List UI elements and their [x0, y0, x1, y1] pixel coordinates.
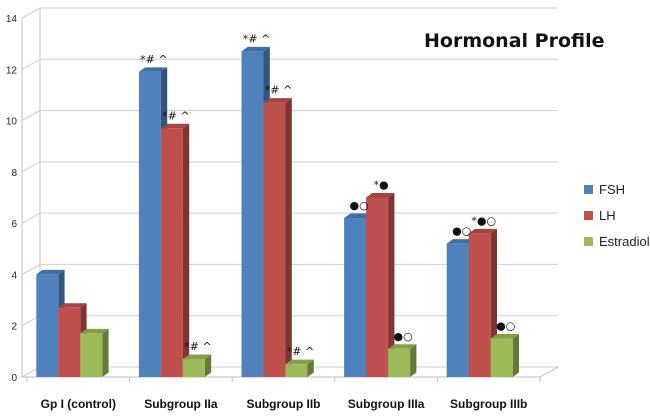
bar-lh-3-top — [366, 193, 395, 198]
bar-estradiol-1-front — [182, 359, 205, 377]
significance-annotation: *# ^ — [140, 53, 167, 66]
bar-lh-0-top — [58, 303, 87, 308]
bar-lh-0-front — [58, 307, 81, 377]
legend-swatch-lh — [584, 210, 593, 220]
y-tick-label: 2 — [11, 322, 17, 333]
gridline-side — [21, 110, 41, 122]
bar-estradiol-3 — [388, 344, 417, 377]
bar-estradiol-3-top — [388, 344, 417, 349]
bar-estradiol-4-top — [490, 334, 519, 339]
bar-lh-1-top — [160, 123, 190, 129]
bar-estradiol-1-side — [204, 354, 212, 377]
gridline-side — [21, 7, 41, 19]
bar-lh-2-side — [285, 98, 292, 377]
x-category-label: Subgroup IIIa — [348, 397, 425, 411]
legend-label-estradiol: Estradiol — [599, 233, 650, 249]
bar-fsh-3-top — [344, 213, 373, 219]
significance-annotation: ●○ — [393, 330, 412, 343]
gridline-side — [21, 212, 41, 224]
bar-lh-3 — [366, 193, 395, 377]
gridline-side — [21, 58, 41, 70]
bar-estradiol-2-top — [285, 359, 314, 365]
legend-label-fsh: FSH — [599, 181, 625, 197]
legend-swatch-fsh — [584, 184, 593, 194]
bar-fsh-0-top — [36, 269, 65, 275]
y-tick-label: 4 — [11, 270, 17, 281]
bar-lh-4-top — [468, 228, 497, 234]
legend-item-estradiol: Estradiol — [584, 228, 650, 254]
y-tick-label: 6 — [11, 219, 17, 230]
bar-estradiol-4-front — [490, 338, 513, 377]
bar-estradiol-3-side — [410, 344, 417, 377]
legend-swatch-estradiol — [584, 236, 593, 246]
bar-estradiol-1 — [182, 354, 212, 377]
legend-label-lh: LH — [599, 207, 616, 223]
significance-annotation: ●○ — [452, 225, 471, 238]
bar-lh-1 — [160, 123, 190, 377]
significance-annotation: *● — [374, 179, 389, 192]
bar-lh-2-front — [263, 102, 286, 377]
bar-lh-1-front — [160, 128, 183, 377]
bar-lh-4-front — [468, 233, 491, 377]
bar-estradiol-0-top — [80, 328, 109, 334]
x-category-label: Subgroup IIa — [144, 397, 218, 411]
bar-estradiol-2-side — [307, 359, 314, 377]
significance-annotation: *# ^ — [287, 345, 314, 358]
bar-fsh-3-front — [344, 218, 367, 377]
bar-fsh-2-top — [241, 46, 270, 52]
y-tick-label: 10 — [6, 117, 18, 128]
bar-lh-3-side — [388, 193, 395, 377]
bar-lh-2-top — [263, 98, 292, 103]
bar-estradiol-4-side — [512, 334, 519, 377]
y-tick-label: 12 — [6, 65, 18, 76]
gridline-side — [21, 161, 41, 173]
bars-layer — [36, 46, 519, 377]
chart-title: Hormonal Profile — [424, 30, 605, 52]
bar-estradiol-0-front — [80, 333, 103, 377]
bar-fsh-4-front — [446, 243, 469, 377]
labels-layer: 0 2 4 6 8 10 12 14 Gp I (control) Subgroup IIa Sub… — [6, 14, 527, 411]
bar-fsh-2-front — [241, 51, 264, 377]
bar-fsh-4-top — [446, 239, 475, 244]
bar-estradiol-2-front — [285, 364, 308, 377]
significance-annotation: *●○ — [471, 214, 496, 227]
significance-annotation: *# ^ — [243, 32, 270, 45]
bar-lh-3-front — [366, 197, 389, 377]
significance-annotation: ●○ — [496, 320, 515, 333]
bar-estradiol-3-front — [388, 348, 411, 377]
x-category-label: Subgroup IIb — [247, 397, 321, 411]
legend-item-lh: LH — [584, 202, 650, 228]
y-tick-label: 8 — [11, 168, 17, 179]
bar-estradiol-2 — [285, 359, 314, 377]
significance-annotation: *# ^ — [184, 340, 211, 353]
bar-fsh-1-top — [138, 67, 168, 72]
x-category-label: Subgroup IIIb — [450, 397, 527, 411]
significance-annotation: *# ^ — [162, 109, 189, 122]
legend-item-fsh: FSH — [584, 176, 650, 202]
y-tick-label: 0 — [11, 373, 17, 384]
bar-estradiol-4 — [490, 334, 519, 377]
gridline-side — [21, 263, 41, 275]
bar-fsh-0-front — [36, 274, 59, 377]
bar-estradiol-0 — [80, 328, 109, 377]
bar-estradiol-1-top — [182, 354, 212, 360]
bar-lh-2 — [263, 98, 292, 377]
bar-fsh-1-front — [138, 71, 161, 377]
y-tick-label: 14 — [6, 14, 18, 25]
bar-lh-1-side — [182, 123, 190, 377]
significance-annotation: *# ^ — [265, 84, 292, 97]
chart-legend: FSH LH Estradiol — [584, 176, 650, 254]
x-category-label: Gp I (control) — [41, 397, 116, 411]
significance-annotation: ●○ — [349, 199, 368, 212]
bar-estradiol-0-side — [102, 328, 109, 377]
